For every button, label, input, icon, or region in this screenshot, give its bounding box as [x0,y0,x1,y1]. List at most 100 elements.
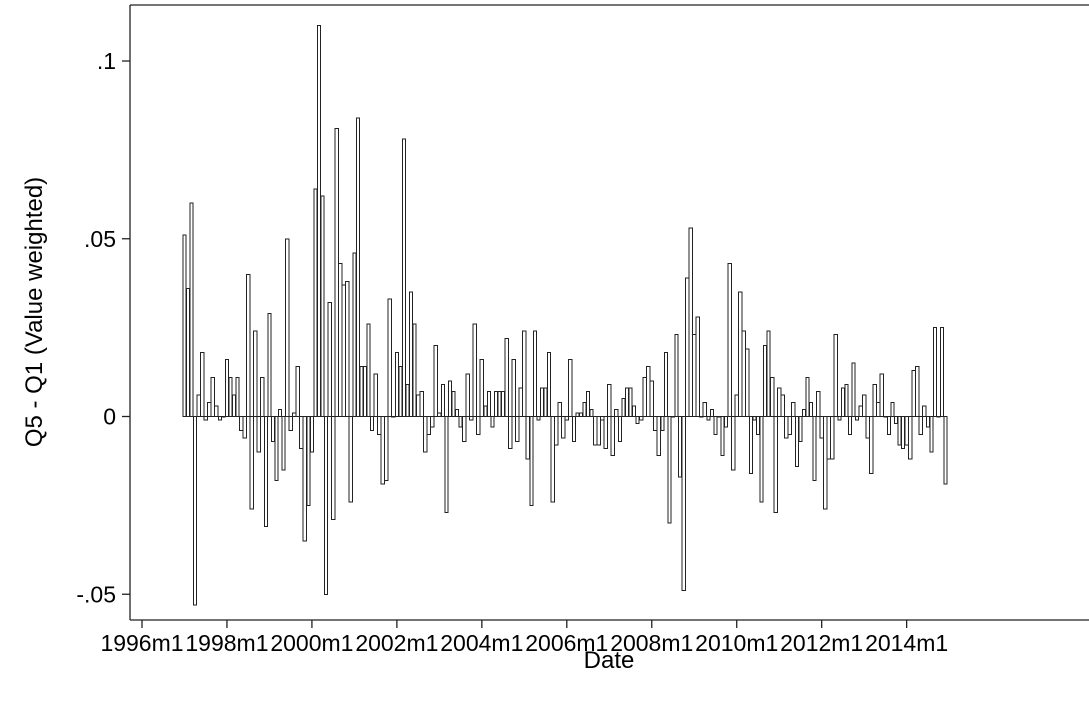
bar [500,391,506,417]
y-tick-label: -.05 [76,581,116,607]
bar [483,405,488,417]
bar [844,384,849,417]
bar [277,408,283,418]
bar [377,416,382,435]
bar [592,416,598,446]
bar [309,416,315,453]
bar [784,416,789,439]
bar [497,391,502,417]
bar [692,334,697,417]
bar [897,416,902,446]
bar [862,394,867,418]
bar [490,416,495,428]
bar [695,316,700,417]
bar [798,416,803,442]
x-tick-label: 2010m1 [695,630,778,656]
x-tick-label: 1998m1 [185,630,268,656]
bar [748,416,754,474]
bar [518,387,523,417]
bar [295,366,300,418]
bar [281,416,286,471]
bar [454,408,460,418]
bar [458,416,463,428]
bar [830,416,835,460]
bar [759,416,764,503]
bar [727,263,732,417]
bar [302,416,307,542]
bar [816,391,821,417]
bar [299,416,304,449]
bar [886,416,892,435]
bar [238,416,244,432]
bar [738,291,743,418]
bar [801,408,807,418]
bar [840,387,846,417]
bar [812,416,817,481]
bar [872,384,877,417]
bar [331,416,336,521]
bar [550,416,555,503]
bar [210,376,215,418]
x-tick-label: 2006m1 [525,630,608,656]
bar [522,330,527,417]
bar [589,408,594,418]
bar [196,394,201,418]
y-tick-label: .1 [97,48,116,74]
bar [408,291,414,418]
bar [214,405,219,417]
bar [723,416,729,428]
bar [741,330,746,417]
bar [805,376,810,418]
bar [285,238,290,417]
bar [713,416,718,435]
bar [182,234,187,417]
bar [660,416,665,432]
bar [228,376,233,418]
bar [380,416,385,485]
x-tick-label: 2012m1 [780,630,863,656]
bar [876,401,881,417]
bar [603,416,608,449]
bar [373,373,378,417]
bar [192,416,198,606]
bar [338,263,343,417]
bar [879,373,884,417]
bar [189,202,194,417]
bar [486,391,492,417]
bar [200,352,205,418]
bar [918,416,923,435]
bar [543,387,548,417]
bar [465,373,470,417]
bar [571,416,577,442]
bar [469,416,474,421]
bar [731,416,736,471]
bar [430,416,435,428]
y-axis-title: Q5 - Q1 (Value weighted) [21,177,48,447]
x-tick-label: 2014m1 [865,630,948,656]
bar [398,366,403,418]
bar [932,327,938,418]
bar [532,330,538,417]
bar [224,359,230,417]
bar [585,391,591,417]
bar [412,323,417,418]
bar [546,352,552,418]
bar [185,288,191,417]
bar [858,405,863,417]
bar [639,416,644,421]
bar [253,330,258,417]
y-tick-label: .05 [84,226,116,252]
bar [564,416,569,421]
bar [893,416,899,425]
bar [745,348,750,418]
bar [327,302,332,417]
y-ticks-group: -.05 0 .05 .1 [76,48,130,607]
bar [646,366,651,418]
bar [476,416,481,435]
bar [433,344,438,417]
bar [231,394,237,418]
bars-group [182,24,948,606]
bar [908,416,913,460]
bar [539,387,545,417]
bar [207,401,212,417]
